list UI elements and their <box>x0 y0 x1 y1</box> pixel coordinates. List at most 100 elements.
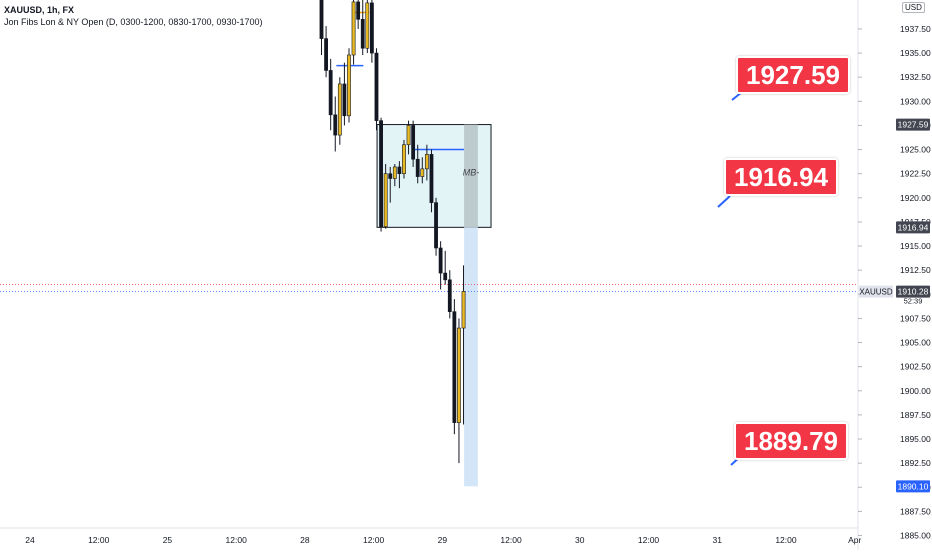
symbol-label[interactable]: XAUUSD, 1h, FX <box>4 5 75 15</box>
y-tick-label: 1885.00 <box>900 531 931 541</box>
candle-21 <box>415 144 420 184</box>
y-tick-label: 1895.00 <box>900 434 931 444</box>
y-tick-label: 1905.00 <box>900 338 931 348</box>
y-tick-label: 1892.50 <box>900 458 931 468</box>
candle-body <box>392 166 397 179</box>
candle-body <box>411 125 416 160</box>
candle-25 <box>434 197 438 256</box>
callout-pointer <box>717 195 731 208</box>
x-tick-label: 12:00 <box>226 535 248 545</box>
candle-23 <box>424 144 429 181</box>
candle-26 <box>438 241 443 290</box>
x-tick-label: 29 <box>438 535 448 545</box>
candle-16 <box>392 164 397 187</box>
candle-body <box>324 38 328 71</box>
x-tick-label: 28 <box>300 535 310 545</box>
candle-body <box>443 272 448 281</box>
candle-19 <box>406 120 411 155</box>
candle-20 <box>411 120 416 167</box>
candle-30 <box>457 318 461 464</box>
candle-body <box>457 327 461 423</box>
currency-badge[interactable]: USD <box>902 2 925 13</box>
candle-body <box>402 144 406 174</box>
y-tick-label: 1932.50 <box>900 72 931 82</box>
candle-body <box>397 166 402 174</box>
y-tick-label: 1902.50 <box>900 362 931 372</box>
y-tick-label: 1907.50 <box>900 313 931 323</box>
price-callout[interactable]: 1927.59 <box>736 56 850 94</box>
symbol-tag: XAUUSD <box>859 288 893 297</box>
candle-0 <box>319 0 324 55</box>
candle-body <box>434 202 438 249</box>
symbol-tag-bg <box>859 285 893 298</box>
x-tick-label: 24 <box>25 535 35 545</box>
candle-body <box>452 311 457 423</box>
candle-body <box>379 120 383 228</box>
indicator-label[interactable]: Jon Fibs Lon & NY Open (D, 0300-1200, 08… <box>4 17 263 27</box>
candle-2 <box>328 58 333 131</box>
axis-price-label-bg <box>896 118 930 131</box>
y-tick-label: 1935.00 <box>900 48 931 58</box>
candle-body <box>365 2 370 49</box>
axis-price-label-bg <box>896 480 930 493</box>
mb-zone-overlap <box>464 124 478 228</box>
x-tick-label: 12:00 <box>775 535 797 545</box>
candle-29 <box>452 299 457 435</box>
target-zone <box>464 227 478 487</box>
x-tick-label: 12:00 <box>363 535 385 545</box>
candle-15 <box>388 166 393 203</box>
axis-price-label-bg <box>896 285 930 298</box>
candle-5 <box>342 62 347 126</box>
candle-body <box>461 291 466 329</box>
x-tick-label: 30 <box>575 535 585 545</box>
y-tick-label: 1925.00 <box>900 145 931 155</box>
candle-22 <box>420 157 425 184</box>
candle-24 <box>429 149 434 213</box>
y-tick-label: 1937.50 <box>900 24 931 34</box>
countdown-label: 52:39 <box>904 297 923 306</box>
y-tick-label: 1887.50 <box>900 506 931 516</box>
zone-label: MB- <box>463 168 480 178</box>
candle-13 <box>379 117 383 232</box>
x-tick-label: Apr <box>848 535 861 545</box>
candle-18 <box>402 139 406 179</box>
candle-28 <box>447 270 452 319</box>
price-callout[interactable]: 1889.79 <box>734 422 848 460</box>
candle-body <box>351 1 356 56</box>
candle-body <box>447 279 452 312</box>
candle-17 <box>397 161 402 189</box>
candle-body <box>420 168 425 177</box>
candle-11 <box>370 0 374 63</box>
price-callout[interactable]: 1916.94 <box>724 158 838 196</box>
candle-9 <box>360 0 365 55</box>
y-tick-label: 1912.50 <box>900 265 931 275</box>
candle-14 <box>383 164 388 229</box>
axis-price-label: 1890.10 <box>898 481 929 491</box>
candle-7 <box>351 0 356 65</box>
candle-body <box>328 70 333 116</box>
candle-8 <box>356 0 361 29</box>
candle-10 <box>365 0 370 54</box>
candle-body <box>319 0 324 39</box>
axis-price-label: 1927.59 <box>898 120 929 130</box>
y-tick-label: 1900.00 <box>900 386 931 396</box>
candle-3 <box>333 96 338 152</box>
x-tick-label: 12:00 <box>500 535 522 545</box>
candle-body <box>388 173 393 179</box>
x-tick-label: 12:00 <box>88 535 110 545</box>
candle-4 <box>337 77 342 145</box>
candle-body <box>383 173 388 228</box>
candle-27 <box>443 250 448 285</box>
y-tick-label: 1897.50 <box>900 410 931 420</box>
candle-body <box>406 125 411 146</box>
candle-body <box>337 83 342 136</box>
axis-price-label: 1910.28 <box>898 287 929 297</box>
candle-body <box>438 247 443 274</box>
candle-body <box>347 54 351 117</box>
y-tick-label: 1930.00 <box>900 96 931 106</box>
candle-body <box>374 52 379 121</box>
candle-body <box>342 83 347 117</box>
candle-body <box>424 154 429 170</box>
